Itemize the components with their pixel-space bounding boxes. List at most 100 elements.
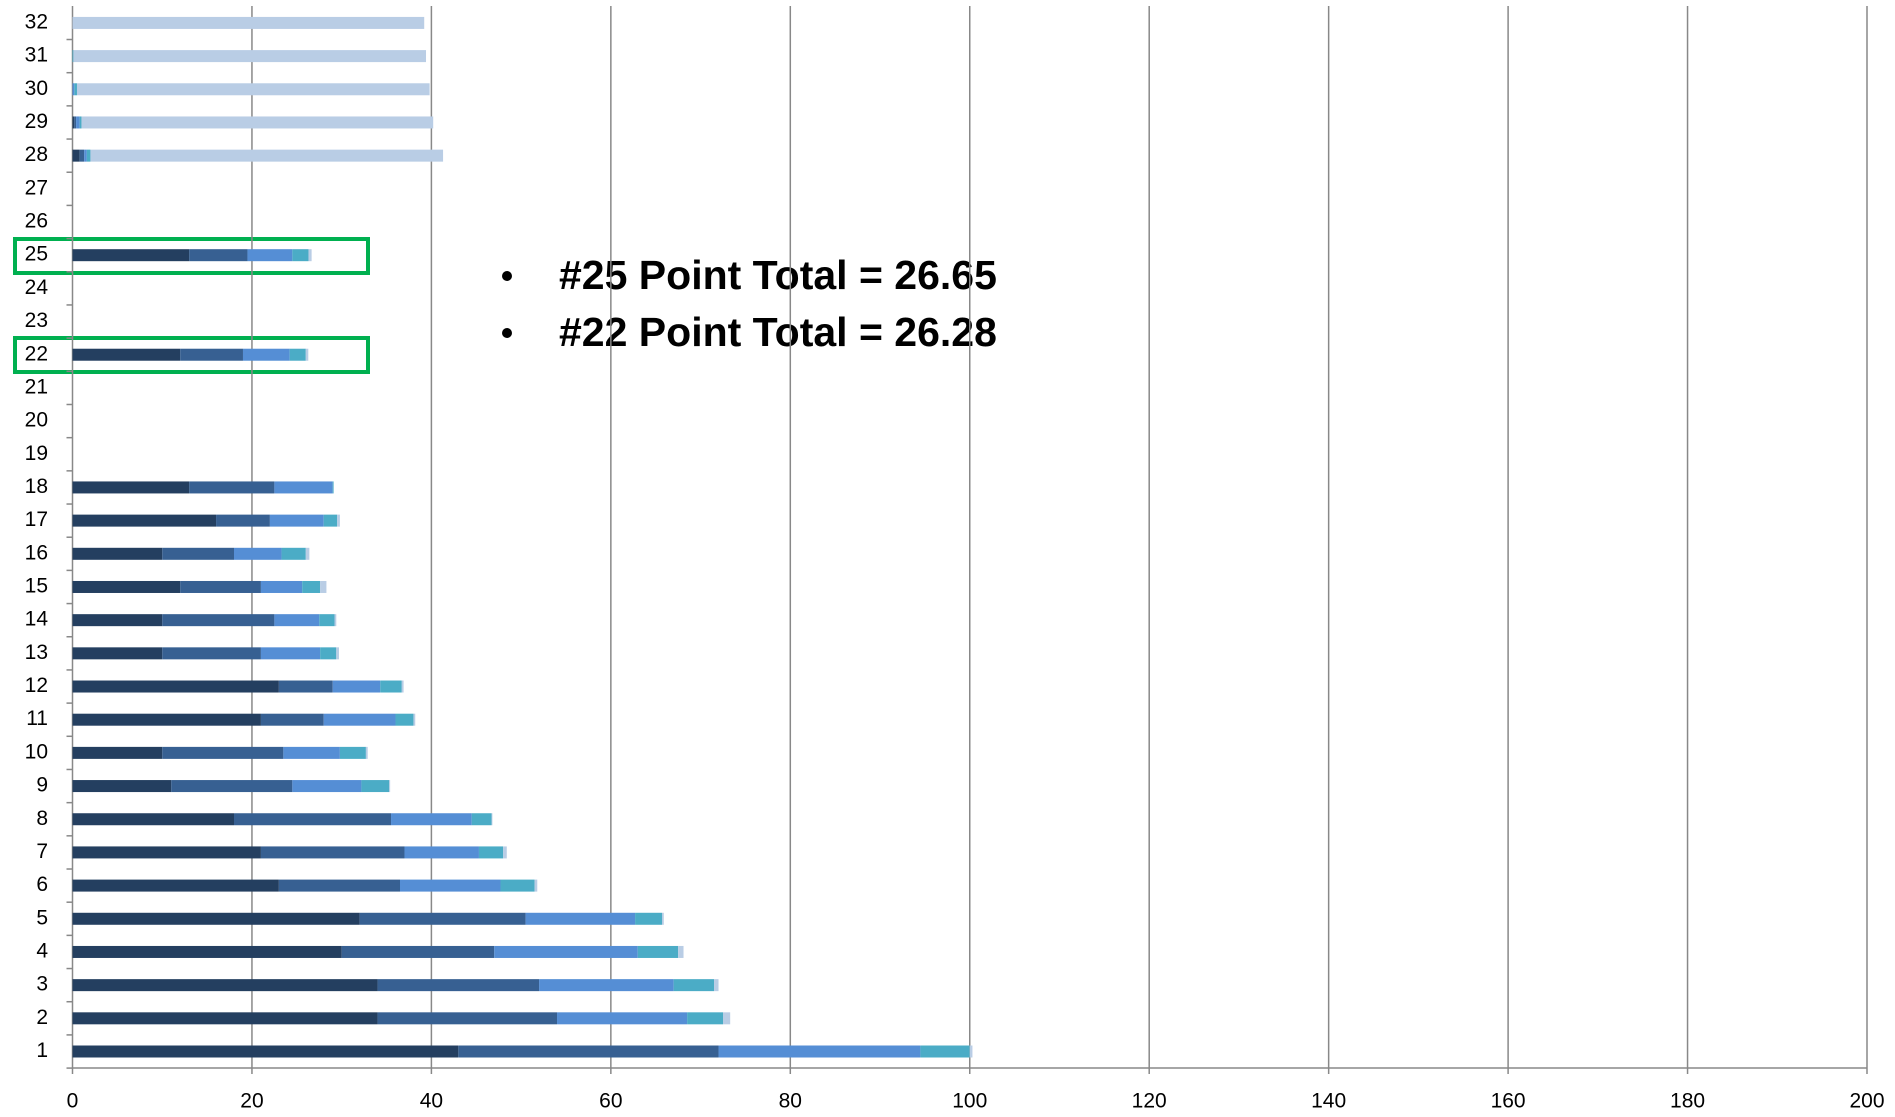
y-tick-label: 23 <box>25 309 48 332</box>
y-tick-label: 5 <box>36 906 48 929</box>
highlight-box <box>13 237 370 275</box>
y-tick-label: 27 <box>25 176 48 199</box>
bar-segment <box>72 1012 378 1025</box>
bar-segment <box>661 912 664 925</box>
x-tick-label: 60 <box>599 1090 622 1113</box>
bar-segment <box>320 580 327 593</box>
y-tick-label: 8 <box>36 807 48 830</box>
bar-segment <box>336 647 339 660</box>
y-tick-label: 25 <box>25 243 48 266</box>
x-tick-label: 80 <box>779 1090 802 1113</box>
bar-segment <box>278 879 400 892</box>
bar-segment <box>500 879 535 892</box>
bar-segment <box>458 1045 719 1058</box>
bar-segment <box>260 647 321 660</box>
bar-segment <box>714 979 719 992</box>
bar-segment <box>72 348 181 361</box>
bar-segment <box>341 945 495 958</box>
bar-segment <box>305 348 309 361</box>
bar-segment <box>305 547 310 560</box>
bar-segment <box>380 680 402 693</box>
bar-segment <box>389 780 391 793</box>
bar-segment <box>72 580 181 593</box>
bar-segment <box>292 249 309 262</box>
x-tick-label: 100 <box>952 1090 987 1113</box>
bar-segment <box>72 746 163 759</box>
x-tick-label: 200 <box>1849 1090 1884 1113</box>
y-tick-label: 9 <box>36 774 48 797</box>
bar-segment <box>72 979 378 992</box>
bar-segment <box>76 116 80 129</box>
bar-segment <box>404 846 479 859</box>
bar-segment <box>72 680 279 693</box>
bar-segment <box>332 680 381 693</box>
bar-segment <box>365 746 368 759</box>
bar-segment <box>72 647 163 660</box>
bar-segment <box>81 116 434 129</box>
y-tick-label: 29 <box>25 110 48 133</box>
bar-segment <box>274 481 333 494</box>
bar-segment <box>72 846 261 859</box>
bar-segment <box>74 83 77 96</box>
bar-segment <box>332 481 334 494</box>
bar-segment <box>359 912 526 925</box>
bar-segment <box>79 116 82 129</box>
bar-segment <box>399 879 501 892</box>
bar-segment <box>72 249 190 262</box>
bar-segment <box>72 813 235 826</box>
bar-segment <box>491 813 493 826</box>
y-tick-label: 7 <box>36 840 48 863</box>
bar-segment <box>337 514 340 527</box>
bar-segment <box>678 945 684 958</box>
bar-segment <box>274 614 320 627</box>
bar-segment <box>72 116 75 129</box>
bar-segment <box>391 813 472 826</box>
y-tick-label: 26 <box>25 210 48 233</box>
bar-segment <box>283 746 340 759</box>
bar-segment <box>323 514 338 527</box>
bar-segment <box>189 249 248 262</box>
y-tick-label: 1 <box>36 1039 48 1062</box>
y-tick-label: 17 <box>25 508 48 531</box>
bar-segment <box>525 912 636 925</box>
bar-segment <box>319 614 335 627</box>
bar-segment <box>72 713 261 726</box>
bullet <box>502 328 512 338</box>
y-tick-label: 3 <box>36 973 48 996</box>
x-tick-label: 20 <box>240 1090 263 1113</box>
bar-segment <box>534 879 538 892</box>
bar-segment <box>234 547 282 560</box>
bar-segment <box>361 780 390 793</box>
x-tick-label: 40 <box>420 1090 443 1113</box>
bar-segment <box>72 945 342 958</box>
highlight-box <box>13 336 370 374</box>
y-tick-label: 20 <box>25 409 48 432</box>
bar-segment <box>323 713 396 726</box>
y-tick-label: 30 <box>25 77 48 100</box>
bar-segment <box>260 713 324 726</box>
y-tick-label: 21 <box>25 375 48 398</box>
bar-segment <box>673 979 715 992</box>
bar-segment <box>72 614 163 627</box>
bar-segment <box>74 116 77 129</box>
bar-segment <box>171 780 293 793</box>
bar-segment <box>242 348 290 361</box>
y-tick-label: 18 <box>25 475 48 498</box>
y-tick-label: 10 <box>25 740 48 763</box>
bar-segment <box>162 746 284 759</box>
bar-segment <box>72 149 80 162</box>
bar-segment <box>162 614 275 627</box>
bar-segment <box>72 514 217 527</box>
bar-segment <box>395 713 414 726</box>
bar-segment <box>471 813 492 826</box>
bar-segment <box>247 249 293 262</box>
bar-segment <box>920 1045 970 1058</box>
bar-segment <box>72 1045 459 1058</box>
bar-segment <box>216 514 270 527</box>
y-tick-label: 2 <box>36 1006 48 1029</box>
bar-segment <box>377 979 540 992</box>
y-tick-label: 31 <box>25 44 48 67</box>
y-tick-label: 4 <box>36 940 48 963</box>
bar-segment <box>339 746 366 759</box>
bar-segment <box>260 580 303 593</box>
